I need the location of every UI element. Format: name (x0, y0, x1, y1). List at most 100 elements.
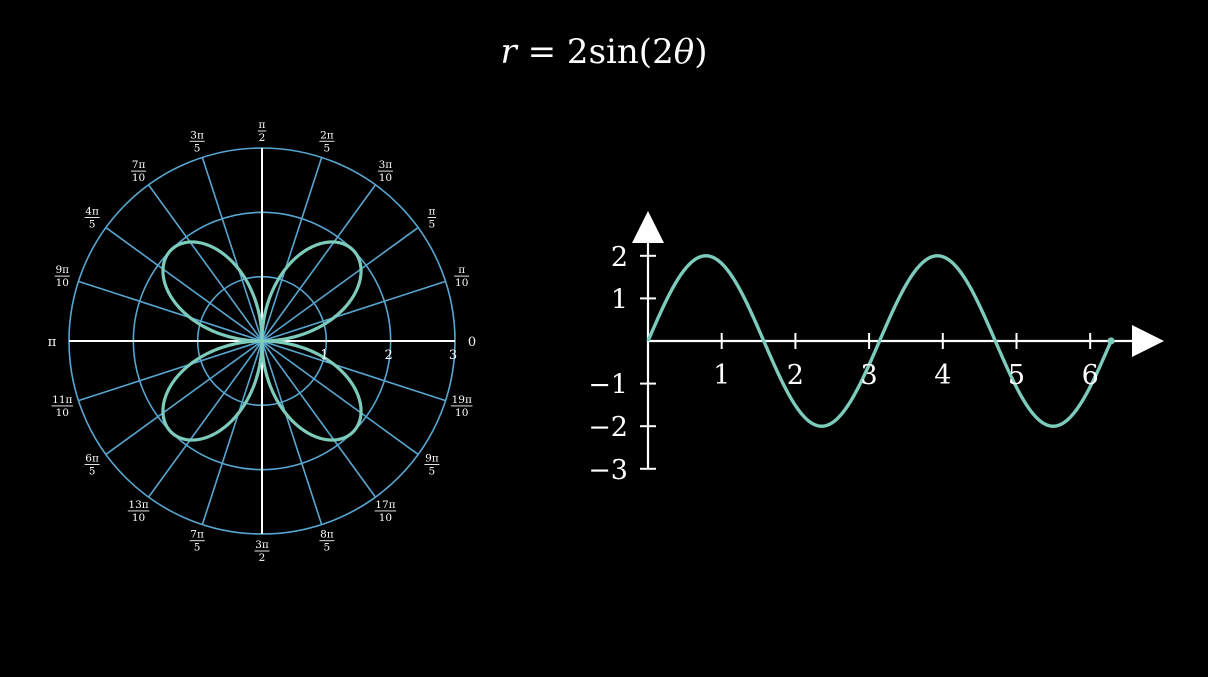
polar-spoke (261, 340, 377, 498)
angle-denominator: 5 (89, 465, 96, 477)
y-tick-label: −3 (588, 455, 628, 486)
title-close: ) (694, 32, 708, 72)
angle-numerator: 19π (452, 394, 472, 406)
cartesian-labels: 1 2 3 4 5 6 2 1 −1 −2 −3 (588, 242, 1099, 486)
title-fn: sin (588, 32, 639, 72)
polar-spoke (201, 157, 263, 342)
angle-fraction-label: π2 (257, 119, 267, 144)
angle-numerator: 2π (320, 129, 334, 141)
angle-label: 0 (468, 335, 476, 350)
radial-tick-label: 1 (320, 348, 328, 363)
y-tick-label: −1 (588, 370, 628, 401)
polar-spoke (78, 340, 263, 402)
polar-spoke (147, 184, 263, 342)
title-coef: 2 (566, 32, 589, 72)
angle-fraction-label: 8π5 (319, 529, 335, 554)
angle-fraction-label: 9π5 (424, 452, 440, 477)
angle-fraction-label: 2π5 (319, 129, 335, 154)
angle-numerator: π (428, 206, 435, 218)
angle-denominator: 5 (324, 542, 331, 554)
angle-denominator: 5 (194, 142, 201, 154)
title-open: ( (638, 32, 653, 72)
angle-denominator: 2 (259, 552, 266, 564)
y-tick-label: 2 (611, 242, 628, 273)
angle-denominator: 5 (429, 219, 436, 231)
angle-numerator: 3π (379, 159, 393, 171)
angle-fraction-label: 6π5 (84, 452, 100, 477)
angle-numerator: 13π (128, 499, 148, 511)
polar-rose-curve (161, 240, 363, 442)
angle-denominator: 10 (379, 172, 392, 184)
angle-numerator: 17π (375, 499, 395, 511)
angle-numerator: 7π (190, 529, 204, 541)
angle-denominator: 10 (379, 512, 392, 524)
angle-numerator: 7π (132, 159, 146, 171)
polar-spoke (105, 226, 263, 342)
angle-label: π (48, 335, 57, 350)
angle-denominator: 5 (194, 542, 201, 554)
x-tick-label: 6 (1082, 360, 1099, 391)
polar-labels: 1 2 30π10π53π102π5π23π57π104π59π10π11π106π… (48, 119, 476, 564)
angle-numerator: 8π (320, 529, 334, 541)
y-tick-label: −2 (588, 412, 628, 443)
x-tick-label: 2 (787, 360, 804, 391)
polar-spoke (201, 340, 263, 525)
polar-spoke (105, 340, 263, 456)
angle-numerator: π (458, 264, 465, 276)
polar-spoke (261, 157, 323, 342)
title-equals: = (527, 32, 557, 72)
angle-fraction-label: 4π5 (84, 206, 100, 231)
cartesian-curve-group (646, 254, 1115, 428)
x-tick-label: 4 (934, 360, 951, 391)
curve-end-dot (1107, 337, 1115, 345)
angle-fraction-label: π5 (427, 206, 437, 231)
polar-spoke (261, 340, 323, 525)
angle-denominator: 10 (455, 407, 468, 419)
angle-fraction-label: 3π2 (254, 539, 270, 564)
angle-denominator: 10 (455, 277, 468, 289)
angle-denominator: 5 (429, 465, 436, 477)
equation-title: r = 2sin(2θ) (0, 30, 1208, 74)
angle-denominator: 10 (56, 277, 69, 289)
angle-fraction-label: 7π5 (189, 529, 205, 554)
angle-fraction-label: π10 (454, 264, 470, 289)
angle-denominator: 5 (324, 142, 331, 154)
angle-numerator: 9π (425, 452, 439, 464)
cartesian-sine-curve (646, 254, 1113, 428)
polar-spoke (261, 280, 446, 342)
y-axis-arrowhead (632, 211, 664, 243)
angle-numerator: 4π (85, 206, 99, 218)
angle-numerator: 6π (85, 452, 99, 464)
polar-spoke (261, 184, 377, 342)
polar-curve-group (161, 240, 363, 442)
angle-denominator: 10 (132, 172, 145, 184)
angle-denominator: 2 (259, 132, 266, 144)
angle-denominator: 10 (56, 407, 69, 419)
polar-spoke (261, 340, 446, 402)
angle-numerator: 9π (55, 264, 69, 276)
angle-numerator: 3π (190, 129, 204, 141)
title-arg-coef: 2 (652, 32, 674, 72)
angle-numerator: 3π (255, 539, 269, 551)
x-axis-arrowhead (1132, 325, 1164, 357)
angle-denominator: 10 (132, 512, 145, 524)
angle-numerator: π (259, 119, 266, 131)
x-tick-label: 5 (1008, 360, 1025, 391)
radial-tick-label: 2 (385, 348, 393, 363)
radial-tick-label: 3 (449, 348, 457, 363)
cartesian-axes (632, 211, 1164, 470)
polar-spoke (78, 280, 263, 342)
title-theta: θ (673, 32, 695, 72)
y-tick-label: 1 (611, 284, 628, 315)
polar-spoke (147, 340, 263, 498)
x-tick-label: 1 (713, 360, 730, 391)
